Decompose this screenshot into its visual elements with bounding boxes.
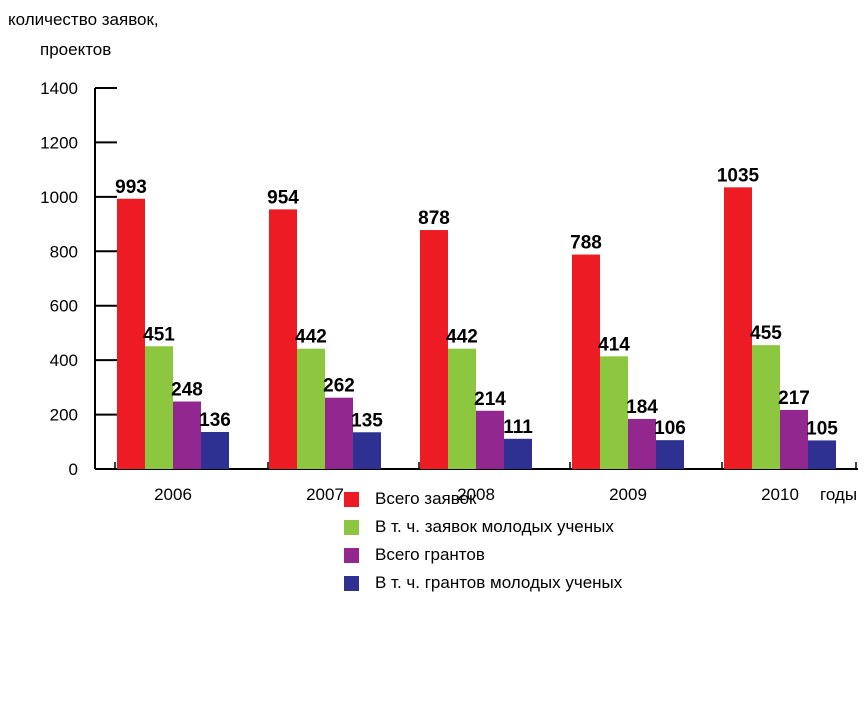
bar bbox=[420, 230, 448, 469]
legend: Всего заявок В т. ч. заявок молодых учен… bbox=[344, 485, 622, 597]
x-tick-label: 2007 bbox=[306, 485, 344, 504]
data-label: 954 bbox=[267, 187, 299, 208]
y-tick-label: 400 bbox=[50, 351, 78, 370]
legend-swatch-blue bbox=[344, 575, 359, 591]
y-tick-label: 600 bbox=[50, 297, 78, 316]
data-label: 993 bbox=[115, 177, 147, 198]
bar bbox=[628, 418, 656, 469]
x-tick-label: 2009 bbox=[609, 485, 647, 504]
bar bbox=[808, 440, 836, 469]
data-label: 878 bbox=[418, 208, 450, 229]
bar bbox=[353, 432, 381, 469]
bar bbox=[656, 440, 684, 469]
data-label: 262 bbox=[323, 376, 355, 397]
data-label: 217 bbox=[778, 388, 810, 409]
legend-label: Всего заявок bbox=[375, 489, 477, 508]
bar bbox=[780, 409, 808, 469]
bar bbox=[297, 348, 325, 469]
bar bbox=[173, 401, 201, 469]
data-label: 111 bbox=[503, 417, 533, 438]
data-label: 455 bbox=[750, 323, 782, 344]
legend-item-total-applications: Всего заявок bbox=[344, 485, 622, 513]
y-tick-label: 1200 bbox=[40, 133, 78, 152]
data-label: 106 bbox=[654, 418, 686, 439]
data-label: 1035 bbox=[717, 165, 760, 186]
legend-swatch-red bbox=[344, 491, 359, 507]
data-label: 214 bbox=[474, 389, 506, 410]
data-label: 135 bbox=[351, 410, 383, 431]
legend-swatch-green bbox=[344, 519, 359, 535]
data-label: 105 bbox=[806, 418, 838, 439]
legend-item-total-grants: Всего грантов bbox=[344, 541, 622, 569]
y-tick-label: 200 bbox=[50, 406, 78, 425]
y-axis-title-line2: проектов bbox=[40, 40, 112, 59]
data-label: 184 bbox=[626, 397, 658, 418]
data-label: 442 bbox=[446, 327, 478, 348]
bar bbox=[572, 254, 600, 469]
x-tick-label: 2008 bbox=[457, 485, 495, 504]
legend-item-young-applications: В т. ч. заявок молодых ученых bbox=[344, 513, 622, 541]
y-axis-title-line1: количество заявок, bbox=[8, 10, 159, 29]
data-label: 248 bbox=[171, 380, 203, 401]
data-label: 451 bbox=[143, 324, 175, 345]
bar bbox=[201, 431, 229, 469]
legend-item-young-grants: В т. ч. грантов молодых ученых bbox=[344, 569, 622, 597]
bar bbox=[325, 397, 353, 469]
legend-swatch-purple bbox=[344, 547, 359, 563]
bar bbox=[117, 198, 145, 469]
bar bbox=[145, 346, 173, 469]
bar bbox=[752, 345, 780, 469]
data-label: 414 bbox=[598, 334, 630, 355]
y-tick-label: 1000 bbox=[40, 188, 78, 207]
bar bbox=[448, 348, 476, 469]
x-tick-label: 2010 bbox=[761, 485, 799, 504]
y-tick-label: 0 bbox=[69, 460, 78, 479]
x-axis-title: годы bbox=[820, 485, 857, 504]
legend-label: В т. ч. заявок молодых ученых bbox=[375, 517, 614, 536]
bar bbox=[269, 209, 297, 469]
bar bbox=[476, 410, 504, 469]
data-label: 136 bbox=[199, 410, 231, 431]
bar bbox=[724, 187, 752, 469]
legend-label: Всего грантов bbox=[375, 545, 485, 564]
legend-label: В т. ч. грантов молодых ученых bbox=[375, 573, 623, 592]
x-tick-label: 2006 bbox=[154, 485, 192, 504]
bar bbox=[504, 438, 532, 469]
data-label: 442 bbox=[295, 327, 327, 348]
bar bbox=[600, 356, 628, 469]
y-tick-label: 1400 bbox=[40, 79, 78, 98]
y-tick-label: 800 bbox=[50, 242, 78, 261]
data-label: 788 bbox=[570, 233, 602, 254]
